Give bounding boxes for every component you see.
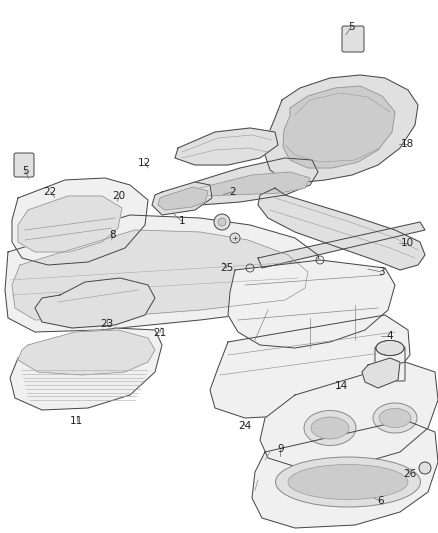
- Text: 25: 25: [220, 263, 233, 273]
- Text: 9: 9: [277, 445, 284, 454]
- Ellipse shape: [304, 410, 356, 446]
- Text: 24: 24: [239, 422, 252, 431]
- Polygon shape: [10, 328, 162, 410]
- Ellipse shape: [379, 408, 411, 427]
- Polygon shape: [258, 222, 425, 268]
- Polygon shape: [258, 188, 425, 270]
- Polygon shape: [18, 196, 122, 252]
- Polygon shape: [18, 330, 155, 375]
- Polygon shape: [152, 182, 212, 215]
- Circle shape: [214, 214, 230, 230]
- Polygon shape: [283, 86, 395, 168]
- Polygon shape: [228, 260, 395, 348]
- Polygon shape: [265, 75, 418, 182]
- Text: 8: 8: [110, 230, 117, 239]
- FancyBboxPatch shape: [342, 26, 364, 52]
- Text: 21: 21: [153, 328, 166, 338]
- Polygon shape: [252, 420, 438, 528]
- Polygon shape: [260, 362, 438, 468]
- Polygon shape: [175, 128, 278, 165]
- Circle shape: [218, 218, 226, 226]
- Polygon shape: [35, 278, 155, 328]
- Polygon shape: [5, 215, 322, 332]
- Text: 11: 11: [70, 416, 83, 426]
- Text: 12: 12: [138, 158, 151, 167]
- Ellipse shape: [376, 341, 404, 356]
- Text: 20: 20: [113, 191, 126, 201]
- Text: 1: 1: [178, 216, 185, 226]
- Polygon shape: [362, 358, 400, 388]
- Ellipse shape: [311, 417, 349, 439]
- Polygon shape: [158, 187, 208, 210]
- FancyBboxPatch shape: [375, 347, 405, 381]
- Circle shape: [230, 233, 240, 243]
- Text: 6: 6: [378, 496, 385, 506]
- Ellipse shape: [288, 464, 408, 499]
- Text: 18: 18: [401, 139, 414, 149]
- Text: 23: 23: [101, 319, 114, 328]
- Circle shape: [419, 462, 431, 474]
- FancyBboxPatch shape: [14, 153, 34, 177]
- Text: 26: 26: [403, 470, 416, 479]
- Polygon shape: [12, 178, 148, 265]
- Text: 5: 5: [348, 22, 355, 31]
- Text: 22: 22: [44, 187, 57, 197]
- Ellipse shape: [373, 403, 417, 433]
- Polygon shape: [12, 230, 308, 320]
- Text: 5: 5: [22, 166, 29, 175]
- Text: 2: 2: [229, 187, 236, 197]
- Text: 14: 14: [335, 382, 348, 391]
- Text: 4: 4: [386, 331, 393, 341]
- Polygon shape: [198, 172, 310, 196]
- Text: 3: 3: [378, 267, 385, 277]
- Polygon shape: [190, 158, 318, 205]
- Text: 10: 10: [401, 238, 414, 247]
- Ellipse shape: [276, 457, 420, 507]
- Polygon shape: [210, 315, 410, 418]
- Ellipse shape: [376, 341, 404, 356]
